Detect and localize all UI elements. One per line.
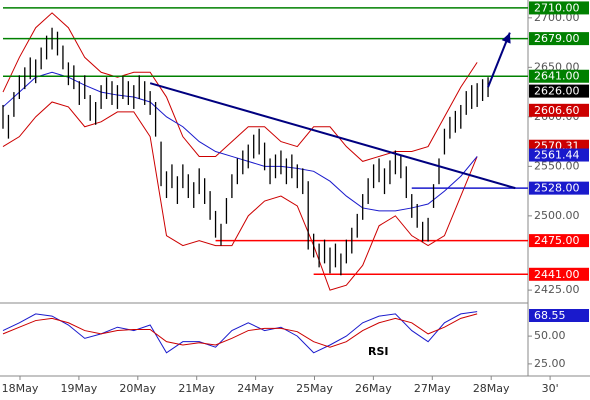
level-label: 2475.00 [534,234,580,247]
indicator-line [2,71,478,212]
level-label: 2626.00 [534,85,580,98]
level-label-box [529,267,589,281]
x-tick-label: 30' [542,382,559,395]
rsi-tick-label: 25.00 [534,357,566,370]
level-label: 2679.00 [534,32,580,45]
level-label-box [529,1,589,15]
level-label: 2710.00 [534,1,580,14]
level-label: 2606.60 [534,104,580,117]
level-label: 2641.00 [534,70,580,83]
level-label-box [529,181,589,195]
indicator-line [2,12,478,162]
x-tick-label: 20May [119,382,156,395]
level-label-box [529,32,589,46]
level-label: 2441.00 [534,268,580,281]
y-tick-label: 2425.00 [534,283,580,296]
level-label-box [529,234,589,248]
rsi-title: RSI [368,345,389,358]
level-label-box [529,69,589,83]
x-tick-label: 19May [61,382,98,395]
level-label: 2561.44 [534,149,580,162]
level-label-box [529,148,589,162]
x-tick-label: 25May [296,382,333,395]
y-tick-label: 2500.00 [534,209,580,222]
rsi-line [2,311,478,354]
rsi-line [2,313,478,348]
x-tick-label: 21May [178,382,215,395]
x-tick-label: 24May [237,382,274,395]
trendline [149,82,516,190]
x-tick-label: 26May [355,382,392,395]
level-label-box [529,103,589,117]
x-tick-label: 28May [473,382,510,395]
indicator-line [2,101,478,291]
arrow-head [501,32,511,44]
rsi-tick-label: 50.00 [534,329,566,342]
x-tick-label: 18May [2,382,39,395]
y-tick-label: 2550.00 [534,159,580,172]
level-label: 2528.00 [534,182,580,195]
rsi-last-label: 68.55 [534,309,566,322]
level-label-box [529,84,589,98]
x-tick-label: 27May [414,382,451,395]
rsi-label-box [529,309,589,322]
